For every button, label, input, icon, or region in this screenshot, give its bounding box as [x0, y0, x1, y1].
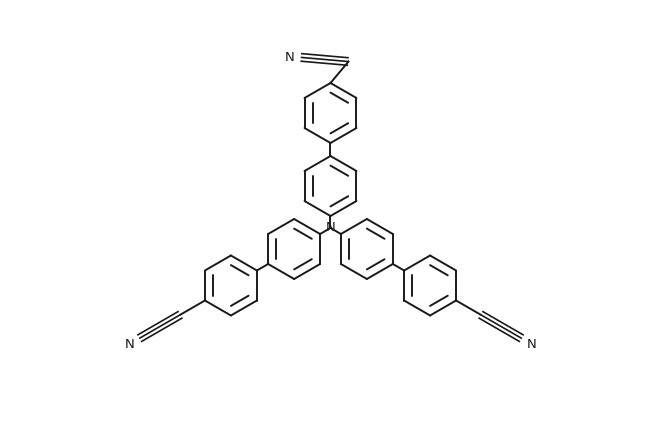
Text: N: N	[284, 51, 294, 64]
Text: N: N	[124, 338, 134, 351]
Text: N: N	[326, 222, 335, 234]
Text: N: N	[527, 338, 537, 351]
